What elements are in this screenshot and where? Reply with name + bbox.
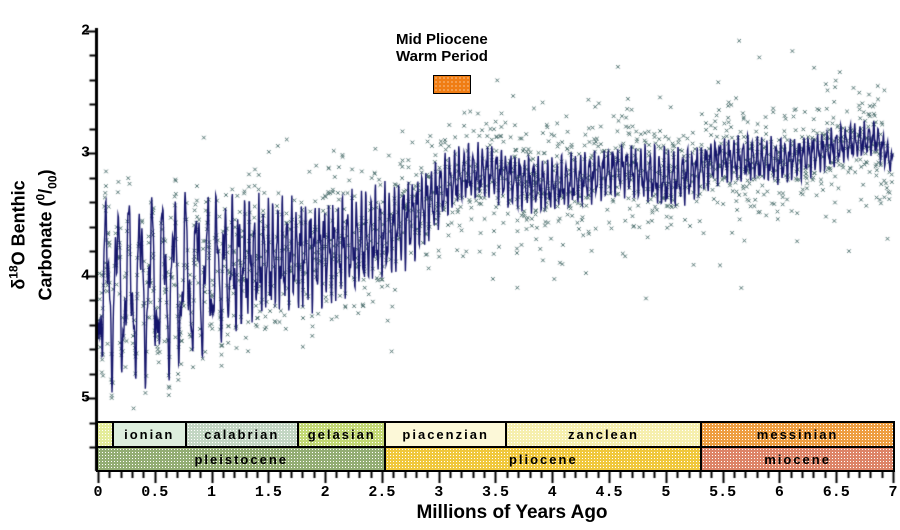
stage-band-unlabeled [98,423,114,446]
y-tick-label: 5 [80,389,90,407]
x-tick-label: 2.5 [368,484,396,501]
mpwp-annotation-line1: Mid Pliocene [396,31,488,48]
x-tick-label: 0 [93,484,103,501]
stage-band-label: ionian [124,427,175,442]
y-tick-label: 4 [80,267,90,285]
epoch-band-label: pliocene [508,451,578,467]
epoch-band-pleistocene: pleistocene [98,448,387,470]
x-tick-label: 6.5 [822,484,850,501]
epoch-band-miocene: miocene [702,448,893,470]
x-tick-label: 4 [547,484,557,501]
mpwp-annotation-box [433,75,472,95]
epoch-band-pliocene: pliocene [386,448,703,470]
epoch-band-label: pleistocene [194,451,288,467]
geologic-timescale-bands: ionian calabrian gelasian piacenzian zanclea… [96,421,895,472]
x-tick-label: 7 [888,484,898,501]
x-tick-label: 0.5 [141,484,169,501]
x-tick-label: 4.5 [595,484,623,501]
stage-band-label: calabrian [204,427,280,442]
band-row-divider [98,446,893,448]
mpwp-annotation-line2: Warm Period [396,48,488,65]
x-tick-label: 2 [320,484,330,501]
stage-band-gelasian: gelasian [299,423,387,446]
x-tick-label: 1 [207,484,217,501]
y-tick-label: 3 [80,144,90,162]
stage-band-zanclean: zanclean [506,423,703,446]
y-axis-title-line1: δ18O Benthic [6,180,29,290]
stage-band-messinian: messinian [702,423,893,446]
x-tick-label: 5 [661,484,671,501]
stage-band-label: gelasian [307,427,376,442]
stage-band-piacenzian: piacenzian [386,423,507,446]
y-axis-title-line2: Carbonate (0/00) [33,169,60,301]
stage-band-calabrian: calabrian [186,423,299,446]
x-tick-label: 1.5 [254,484,282,501]
stage-band-label: messinian [756,427,839,442]
x-axis-title: Millions of Years Ago [416,502,608,523]
stage-band-label: zanclean [568,427,639,442]
epoch-band-label: miocene [764,451,831,467]
stage-band-ionian: ionian [113,423,187,446]
x-tick-label: 3 [434,484,444,501]
stage-band-label: piacenzian [402,427,489,442]
x-tick-label: 5.5 [709,484,737,501]
mpwp-annotation-label: Mid Pliocene Warm Period [396,31,488,65]
y-axis-title: δ18O Benthic Carbonate (0/00) [3,169,64,300]
x-tick-label: 3.5 [481,484,509,501]
x-tick-label: 6 [774,484,784,501]
y-tick-label: 2 [80,22,90,40]
